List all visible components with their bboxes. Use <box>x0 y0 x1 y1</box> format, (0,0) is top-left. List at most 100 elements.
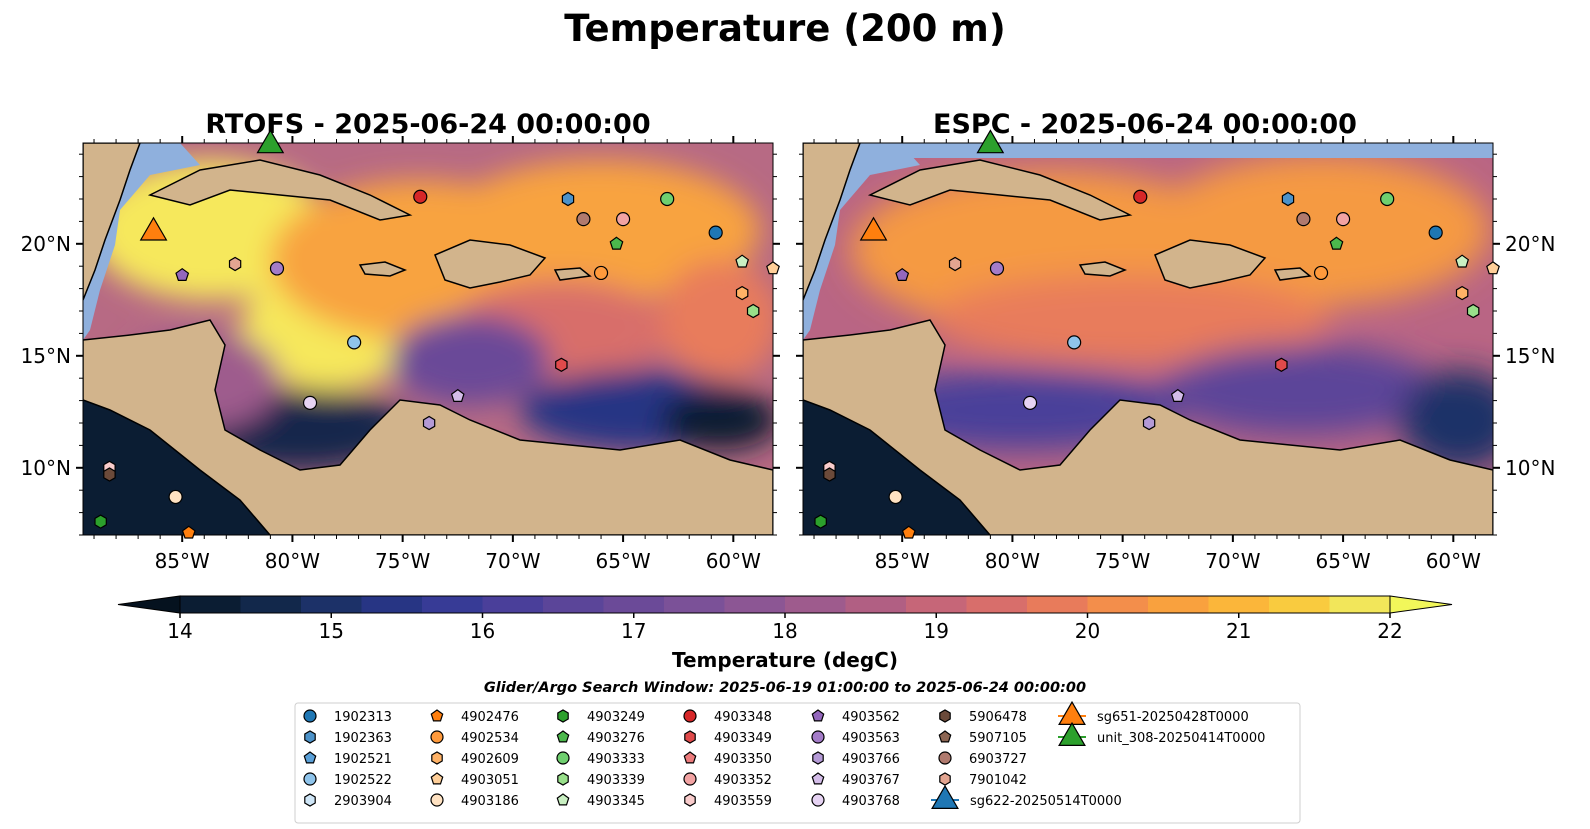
rtofs-lon-tick-label: 85°W <box>155 549 210 573</box>
colorbar-bin <box>240 596 302 613</box>
rtofs-lat-tick-label: 20°N <box>21 232 71 256</box>
espc-marker-4903345 <box>1455 254 1470 268</box>
rtofs-marker-4903352 <box>615 212 631 227</box>
legend-marker-4902476 <box>430 709 444 722</box>
legend-label-4903349: 4903349 <box>714 731 772 746</box>
rtofs-marker-4903562 <box>175 267 190 281</box>
colorbar-bin <box>906 596 967 613</box>
colorbar-bin <box>1027 596 1088 613</box>
legend-label-sg651-20250428T0000: sg651-20250428T0000 <box>1097 710 1249 725</box>
colorbar-tick-label: 17 <box>621 619 646 643</box>
legend-label-4903767: 4903767 <box>842 773 900 788</box>
espc-land-puerto-rico <box>1273 267 1312 281</box>
colorbar-bin <box>785 596 846 613</box>
legend-label-4903559: 4903559 <box>714 794 772 809</box>
rtofs-marker-4903276 <box>609 236 624 250</box>
colorbar-bin <box>603 596 665 613</box>
colorbar-bin <box>1329 596 1391 613</box>
legend-label-4903562: 4903562 <box>842 710 900 725</box>
legend-marker-4903349 <box>684 730 696 744</box>
rtofs-lon-tick-label: 60°W <box>706 549 761 573</box>
legend-marker-1902522 <box>303 772 317 786</box>
legend-label-4903352: 4903352 <box>714 773 772 788</box>
espc-land-jamaica <box>1078 261 1128 277</box>
rtofs-marker-4902534 <box>593 265 609 281</box>
legend-label-6903727: 6903727 <box>969 752 1027 767</box>
rtofs-panel-title: RTOFS - 2025-06-24 00:00:00 <box>205 109 650 140</box>
rtofs-marker-4903348 <box>413 189 428 204</box>
espc-lon-tick-label: 85°W <box>875 549 930 573</box>
figure-title: Temperature (200 m) <box>564 7 1006 50</box>
espc-map-frame <box>802 142 1494 536</box>
legend-marker-7901042 <box>939 772 951 786</box>
colorbar-bin <box>1269 596 1330 613</box>
legend-label-1902313: 1902313 <box>334 710 392 725</box>
legend-label-7901042: 7901042 <box>969 773 1027 788</box>
legend-marker-6903727 <box>938 751 952 765</box>
espc-marker-4903348 <box>1133 189 1148 204</box>
legend-marker-4903768 <box>811 793 825 807</box>
legend-label-sg622-20250514T0000: sg622-20250514T0000 <box>970 794 1122 809</box>
rtofs-map-frame <box>82 142 774 536</box>
espc-masked-strip <box>803 143 1493 158</box>
espc-land-mexico <box>803 143 861 301</box>
espc-marker-1902363 <box>1281 191 1295 207</box>
rtofs-marker-4903333 <box>660 191 675 207</box>
rtofs-marker-4902609 <box>735 285 749 301</box>
legend-marker-1902521 <box>303 751 317 764</box>
legend-marker-4903345 <box>556 793 570 806</box>
legend-label-4902476: 4902476 <box>461 710 519 725</box>
rtofs-lon-tick-label: 65°W <box>595 549 650 573</box>
colorbar-tick-label: 16 <box>470 619 495 643</box>
rtofs-lat-tick-label: 10°N <box>21 456 71 480</box>
legend-marker-5906478 <box>939 709 951 723</box>
legend-marker-4903352 <box>683 772 697 786</box>
legend-label-5906478: 5906478 <box>969 710 1027 725</box>
espc-marker-4903333 <box>1380 191 1395 207</box>
rtofs-marker-6903727 <box>576 212 591 227</box>
legend-label-4903345: 4903345 <box>587 794 645 809</box>
colorbar-label: Temperature (degC) <box>672 648 898 672</box>
colorbar-tick-label: 18 <box>772 619 797 643</box>
colorbar-extend-high <box>1389 595 1453 614</box>
rtofs-marker-sg651-20250428T0000 <box>139 216 168 241</box>
espc-panel-title: ESPC - 2025-06-24 00:00:00 <box>933 109 1357 140</box>
legend-label-1902522: 1902522 <box>334 773 392 788</box>
rtofs-marker-4902476 <box>181 525 196 539</box>
legend-marker-4903339 <box>557 772 569 786</box>
colorbar-extend-low <box>117 595 181 614</box>
rtofs-panel: RTOFS - 2025-06-24 00:00:00 <box>21 109 780 573</box>
espc-marker-1902313 <box>1428 225 1443 240</box>
legend-marker-4903559 <box>684 793 696 807</box>
legend-marker-4903051 <box>430 772 444 785</box>
colorbar-bin <box>845 596 907 613</box>
rtofs-land-hispaniola <box>434 239 547 289</box>
colorbar: 14 15 16 17 18 19 20 21 22 <box>117 595 1453 643</box>
espc-marker-4903563 <box>989 261 1005 276</box>
espc-lon-tick-label: 65°W <box>1315 549 1370 573</box>
colorbar-bin <box>966 596 1028 613</box>
legend-marker-sg622-20250514T0000 <box>931 784 959 810</box>
legend-label-4903348: 4903348 <box>714 710 772 725</box>
legend-label-4903051: 4903051 <box>461 773 519 788</box>
legend: 1902313 1902363 1902521 1902522 2903904 49024… <box>303 700 1265 810</box>
rtofs-lon-tick-label: 70°W <box>485 549 540 573</box>
colorbar-bin <box>724 596 786 613</box>
colorbar-tick-label: 22 <box>1377 619 1402 643</box>
espc-marker-4903562 <box>895 267 910 281</box>
legend-label-1902363: 1902363 <box>334 731 392 746</box>
colorbar-bin <box>1148 596 1209 613</box>
rtofs-land-mexico <box>83 143 141 301</box>
legend-label-4903186: 4903186 <box>461 794 519 809</box>
espc-marker-1902522 <box>1067 335 1082 350</box>
espc-lat-tick-label: 15°N <box>1505 344 1555 368</box>
espc-lon-tick-label: 80°W <box>985 549 1040 573</box>
rtofs-marker-4903186 <box>168 489 183 505</box>
legend-label-4903563: 4903563 <box>842 731 900 746</box>
rtofs-marker-4903249 <box>94 514 107 529</box>
legend-marker-5907105 <box>938 730 952 743</box>
legend-label-4903333: 4903333 <box>587 752 645 767</box>
legend-marker-4902609 <box>431 751 443 765</box>
rtofs-land-cuba <box>147 159 413 221</box>
